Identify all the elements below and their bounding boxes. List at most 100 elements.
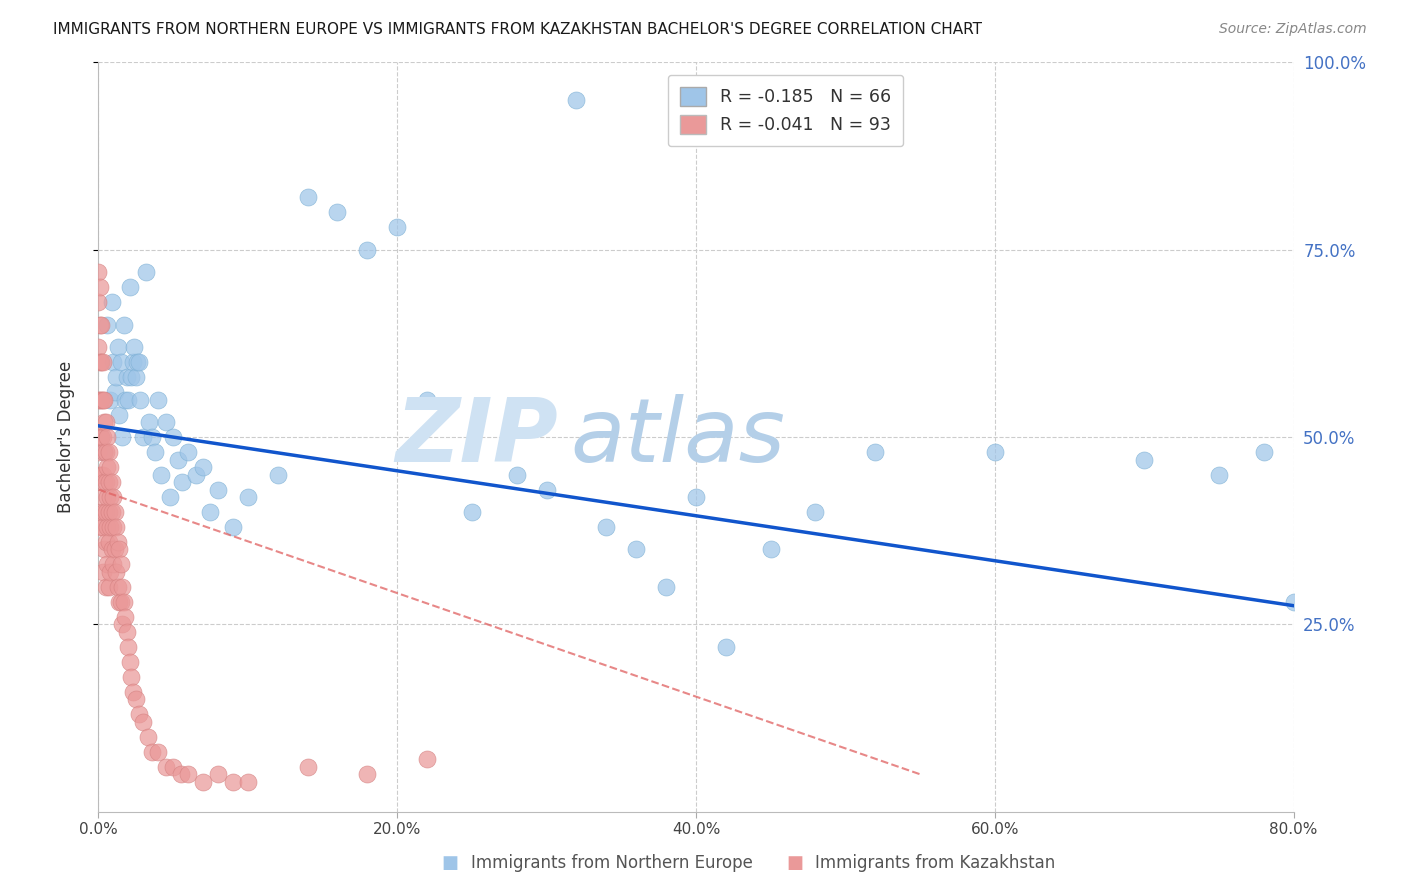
Point [98, 490, 122, 504]
Point [714, 640, 737, 654]
Point [108, 595, 131, 609]
Point [461, 505, 484, 519]
Point [90, 355, 112, 369]
Text: ■: ■ [786, 855, 803, 872]
Point [96, 318, 118, 332]
Point [90, 467, 112, 482]
Point [101, 295, 124, 310]
Point [155, 760, 177, 774]
Point [804, 505, 827, 519]
Point [141, 745, 163, 759]
Point [177, 445, 200, 459]
Point [132, 714, 155, 729]
Text: Source: ZipAtlas.com: Source: ZipAtlas.com [1219, 22, 1367, 37]
Point [1253, 445, 1275, 459]
Point [162, 760, 184, 774]
Point [97, 580, 120, 594]
Point [97, 445, 120, 459]
Point [138, 415, 160, 429]
Point [101, 505, 124, 519]
Point [267, 467, 290, 482]
Point [105, 520, 128, 534]
Point [135, 265, 157, 279]
Point [385, 220, 409, 235]
Point [1282, 595, 1305, 609]
Legend: R = -0.185   N = 66, R = -0.041   N = 93: R = -0.185 N = 66, R = -0.041 N = 93 [668, 75, 903, 146]
Point [91, 490, 114, 504]
Point [416, 392, 439, 407]
Point [96, 520, 118, 534]
Point [104, 542, 127, 557]
Point [87, 445, 110, 459]
Point [150, 467, 173, 482]
Point [236, 490, 259, 504]
Point [172, 475, 194, 489]
Point [105, 565, 128, 579]
Point [984, 445, 1007, 459]
Point [96, 490, 118, 504]
Point [90, 392, 112, 407]
Point [222, 520, 245, 534]
Point [98, 520, 122, 534]
Text: Immigrants from Kazakhstan: Immigrants from Kazakhstan [815, 855, 1056, 872]
Point [90, 430, 112, 444]
Point [124, 340, 146, 354]
Point [89, 280, 111, 294]
Point [685, 490, 707, 504]
Text: ■: ■ [441, 855, 458, 872]
Point [96, 430, 118, 444]
Point [111, 617, 134, 632]
Point [90, 318, 112, 332]
Point [865, 445, 887, 459]
Point [97, 475, 120, 489]
Point [91, 520, 114, 534]
Point [87, 265, 110, 279]
Point [655, 580, 678, 594]
Point [89, 355, 111, 369]
Point [356, 243, 378, 257]
Point [148, 392, 170, 407]
Point [89, 520, 111, 534]
Point [115, 370, 138, 384]
Point [118, 655, 141, 669]
Point [759, 542, 782, 557]
Point [191, 774, 214, 789]
Point [110, 355, 132, 369]
Point [565, 93, 588, 107]
Point [297, 190, 319, 204]
Point [101, 542, 124, 557]
Point [94, 535, 117, 549]
Point [132, 430, 155, 444]
Point [536, 483, 558, 497]
Point [93, 475, 115, 489]
Point [103, 520, 125, 534]
Point [97, 505, 120, 519]
Point [87, 340, 110, 354]
Point [112, 595, 135, 609]
Point [93, 445, 115, 459]
Point [108, 542, 131, 557]
Point [91, 467, 114, 482]
Point [506, 467, 529, 482]
Point [121, 355, 143, 369]
Point [94, 580, 117, 594]
Point [125, 692, 148, 706]
Point [98, 392, 122, 407]
Point [222, 774, 245, 789]
Point [626, 542, 648, 557]
Point [326, 205, 349, 219]
Point [595, 520, 617, 534]
Point [108, 408, 131, 422]
Point [91, 392, 114, 407]
Point [87, 392, 110, 407]
Point [114, 392, 136, 407]
Point [91, 355, 114, 369]
Point [96, 558, 118, 572]
Point [104, 385, 127, 400]
Point [101, 475, 124, 489]
Point [93, 415, 115, 429]
Point [143, 445, 166, 459]
Point [128, 355, 150, 369]
Point [115, 624, 138, 639]
Point [89, 430, 111, 444]
